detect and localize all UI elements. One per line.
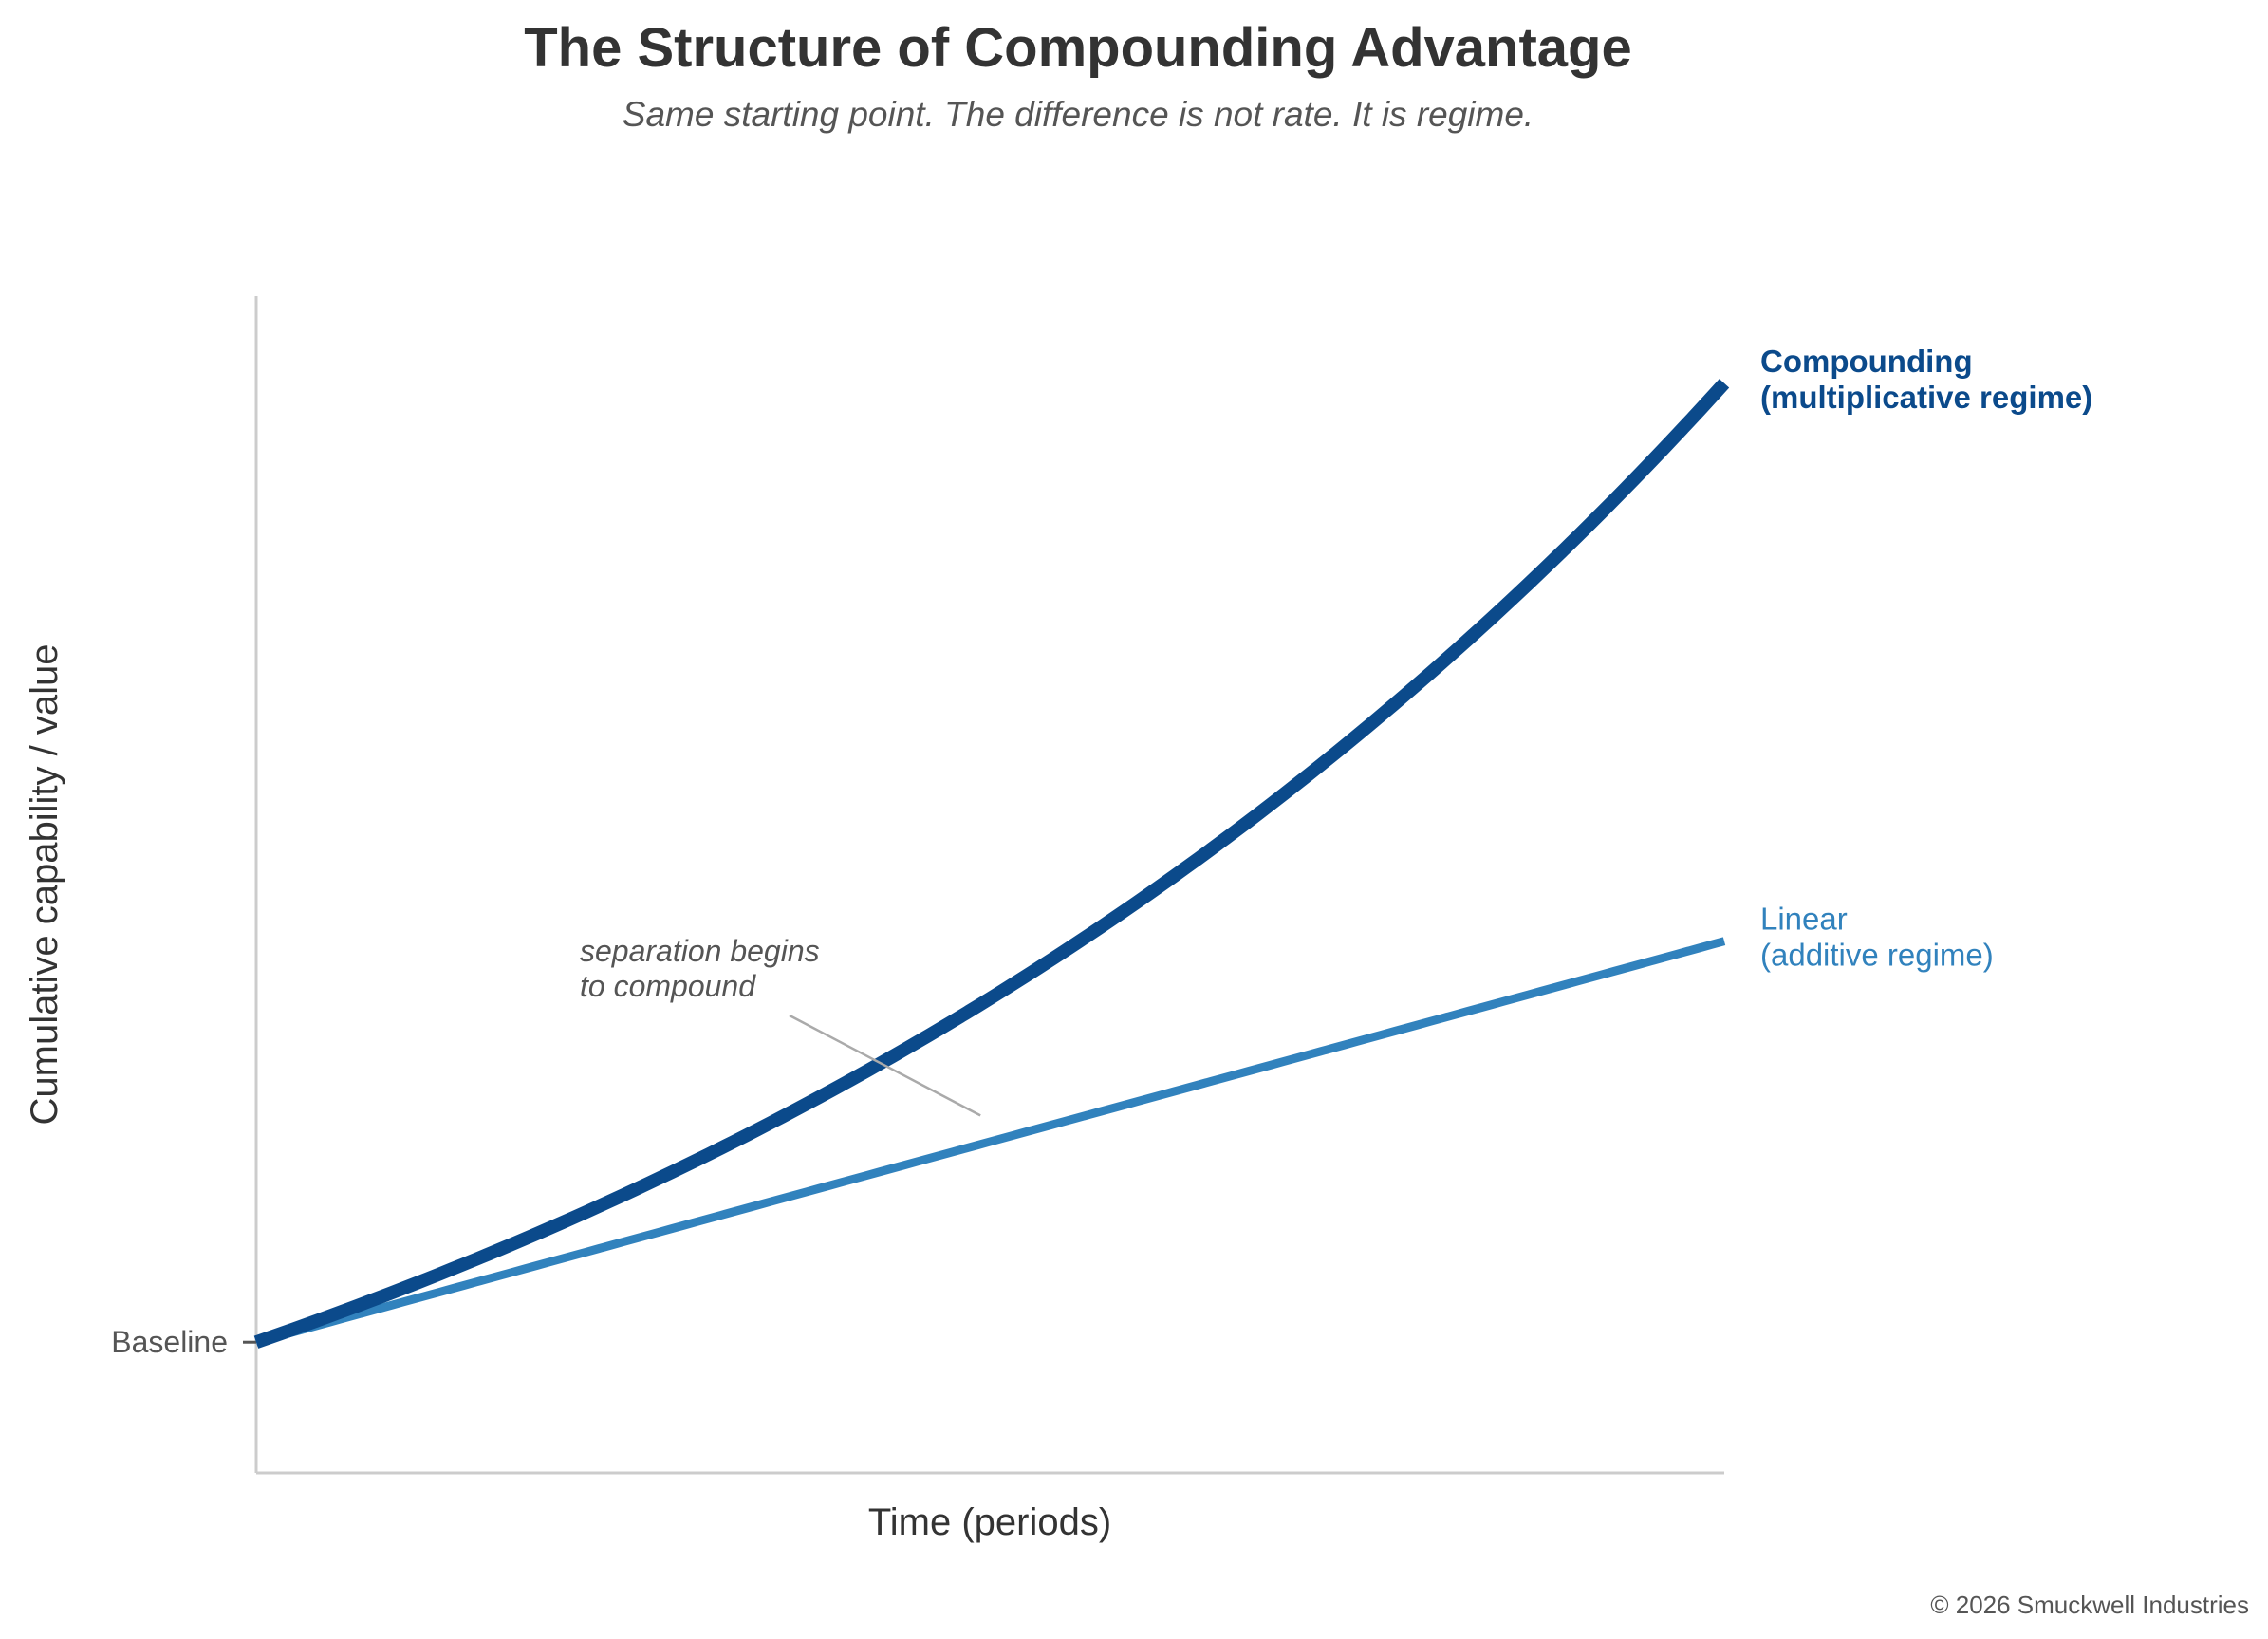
annotation-arrow	[789, 1014, 981, 1117]
x-axis-label: Time (periods)	[868, 1501, 1111, 1543]
series-label-line: Linear	[1760, 902, 1848, 937]
series-labels: Compounding (multiplicative regime) Linear…	[1760, 344, 2092, 973]
series-label-line: (multiplicative regime)	[1760, 380, 2092, 415]
copyright-notice: © 2026 Smuckwell Industries	[1930, 1591, 2249, 1619]
annotation-text-line: to compound	[580, 969, 756, 1003]
chart-subtitle: Same starting point. The difference is n…	[623, 95, 1534, 134]
annotation-text-line: separation begins	[580, 934, 820, 968]
series-label-line: Compounding	[1760, 344, 1973, 379]
annotation-text: separation begins to compound	[580, 934, 820, 1003]
y-ticks: Baseline	[111, 1325, 256, 1359]
series-line-linear	[254, 937, 1726, 1347]
series-lines	[253, 379, 1730, 1349]
series-label-line: (additive regime)	[1760, 938, 1994, 973]
y-axis-label: Cumulative capability / value	[24, 644, 65, 1126]
y-tick-label: Baseline	[111, 1325, 228, 1359]
series-line-compounding	[253, 379, 1730, 1349]
series-label-compounding: Compounding (multiplicative regime)	[1760, 344, 2092, 415]
chart-title: The Structure of Compounding Advantage	[524, 17, 1632, 79]
annotations: separation begins to compound	[580, 934, 981, 1117]
series-label-linear: Linear (additive regime)	[1760, 902, 1994, 973]
